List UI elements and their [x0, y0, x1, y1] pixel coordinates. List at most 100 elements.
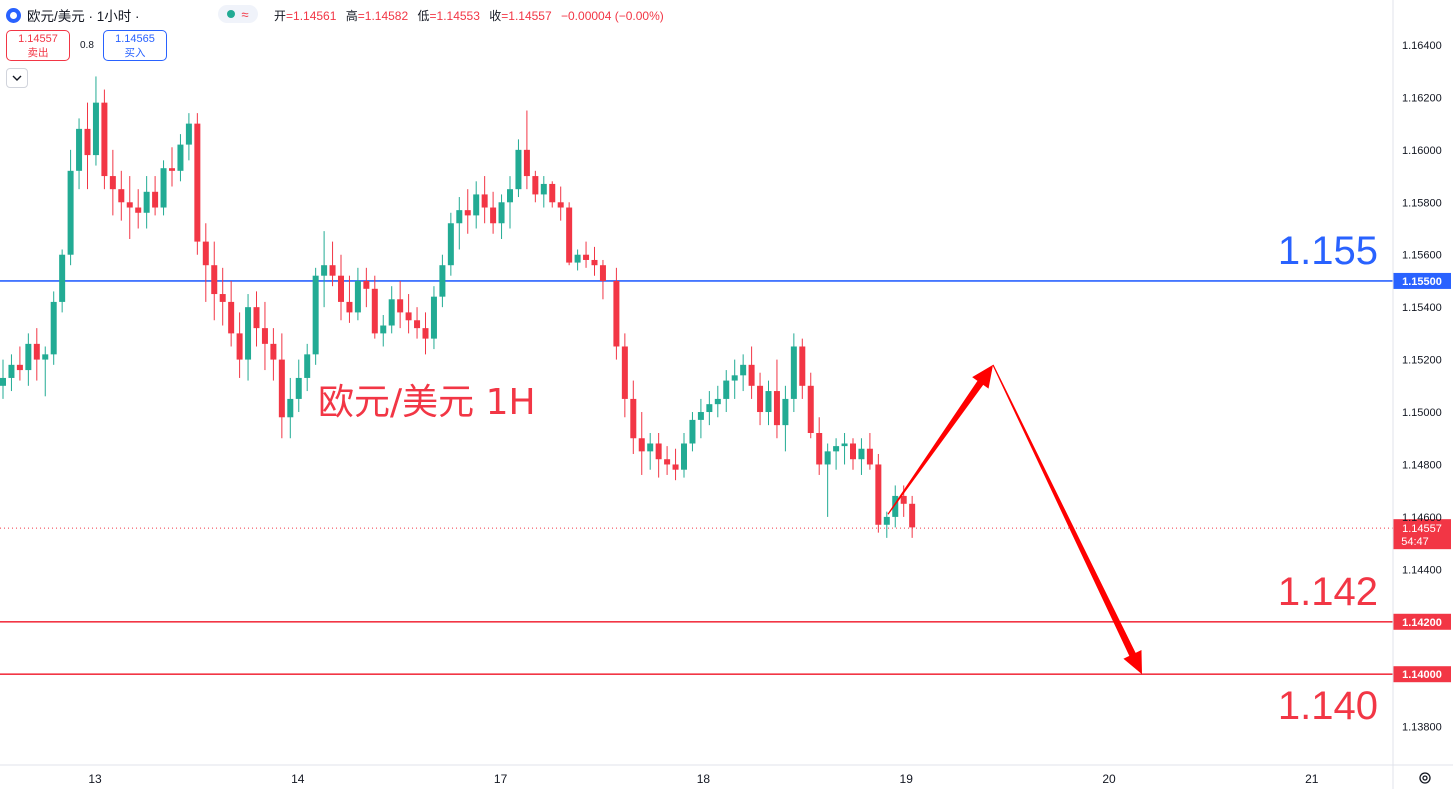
candle-body	[748, 364, 755, 386]
level-axis-label: 1.14000	[1402, 669, 1442, 681]
level-big-label: 1.155	[1278, 229, 1378, 273]
open-key: 开	[274, 9, 287, 23]
candle-body	[799, 346, 806, 386]
candle-body	[731, 375, 738, 381]
y-tick-label: 1.15000	[1402, 407, 1442, 419]
low-value: =1.14553	[429, 9, 480, 23]
level-axis-label: 1.14200	[1402, 617, 1442, 629]
candle-body	[540, 183, 547, 195]
candle-body	[397, 299, 404, 313]
candle-body	[228, 301, 235, 334]
candle-body	[807, 385, 814, 434]
candle-body	[388, 299, 395, 326]
level-axis-tag	[1393, 613, 1451, 630]
candle-body	[25, 343, 32, 371]
y-tick-label: 1.15800	[1402, 197, 1442, 209]
candle-body	[405, 312, 412, 321]
candle-body	[909, 503, 916, 528]
change-value: −0.00004 (−0.00%)	[561, 9, 664, 23]
y-tick-label: 1.14600	[1402, 512, 1442, 524]
candle-body	[118, 189, 125, 203]
buy-label: 买入	[124, 47, 146, 59]
candle-body	[574, 254, 581, 263]
countdown-label: 54:47	[1401, 536, 1429, 548]
candle-body	[295, 377, 302, 399]
candle-body	[245, 307, 252, 360]
candle-body	[371, 288, 378, 334]
candle-body	[490, 207, 497, 224]
x-tick-label: 13	[88, 772, 102, 786]
candle-body	[664, 459, 671, 465]
candle-body	[507, 189, 513, 203]
market-open-dot-icon	[227, 10, 236, 18]
candle-body	[515, 149, 522, 190]
candle-body	[84, 128, 91, 156]
candle-body	[50, 301, 57, 355]
candle-body	[773, 391, 780, 426]
candle-body	[833, 446, 840, 452]
candle-body	[790, 346, 797, 399]
candle-body	[109, 176, 116, 190]
candle-body	[185, 123, 192, 145]
market-status[interactable]: ≈	[218, 5, 258, 23]
candle-body	[126, 202, 133, 208]
candle-body	[202, 241, 209, 266]
candle-body	[706, 404, 713, 413]
candle-body	[312, 275, 319, 355]
candle-body	[177, 144, 184, 171]
settings-gear-icon[interactable]	[1418, 771, 1432, 785]
candle-body	[523, 149, 530, 177]
high-value: =1.14582	[357, 9, 409, 23]
candle-body	[270, 343, 277, 360]
wave-icon: ≈	[241, 6, 249, 22]
high-key: 高	[345, 9, 358, 23]
candle-body	[599, 265, 606, 281]
candle-body	[723, 380, 730, 399]
close-key: 收	[489, 9, 502, 23]
candle-body	[613, 280, 620, 347]
candle-body	[0, 377, 6, 386]
candle-body	[92, 102, 99, 156]
candle-body	[858, 448, 865, 460]
candle-body	[583, 254, 590, 260]
candle-body	[354, 280, 361, 313]
sell-label: 卖出	[27, 47, 49, 59]
candle-body	[261, 328, 268, 344]
x-tick-label: 21	[1305, 772, 1319, 786]
symbol-header[interactable]: 欧元/美元 · 1小时 ·	[6, 6, 140, 24]
candle-body	[16, 364, 23, 371]
candle-body	[160, 168, 167, 208]
candle-body	[169, 168, 175, 171]
candle-body	[892, 495, 899, 517]
candle-body	[591, 259, 598, 266]
symbol-flag-icon	[6, 7, 21, 23]
symbol-title[interactable]: 欧元/美元 · 1小时 ·	[27, 9, 140, 24]
close-value: =1.14557	[501, 9, 552, 23]
collapse-button[interactable]	[6, 68, 28, 88]
candle-body	[456, 210, 463, 224]
candle-body	[638, 438, 645, 452]
candle-body	[630, 398, 637, 439]
candle-body	[152, 191, 159, 208]
y-tick-label: 1.16200	[1402, 92, 1442, 104]
x-tick-label: 18	[697, 772, 711, 786]
candle-body	[67, 170, 74, 255]
candle-body	[211, 265, 218, 295]
buy-button[interactable]: 1.14565 买入	[103, 30, 167, 61]
level-axis-tag	[1393, 666, 1451, 683]
candle-body	[850, 443, 856, 460]
level-axis-tag	[1393, 272, 1451, 289]
candle-body	[566, 207, 573, 263]
candle-body	[757, 385, 764, 413]
candle-body	[447, 223, 454, 266]
sell-button[interactable]: 1.14557 卖出	[6, 30, 70, 61]
x-tick-label: 19	[900, 772, 914, 786]
candle-body	[33, 343, 40, 360]
candle-body	[875, 464, 882, 525]
candle-body	[8, 364, 15, 378]
candle-body	[287, 398, 294, 418]
y-tick-label: 1.13800	[1402, 722, 1442, 734]
y-tick-label: 1.16400	[1402, 40, 1442, 52]
candle-body	[689, 419, 696, 444]
